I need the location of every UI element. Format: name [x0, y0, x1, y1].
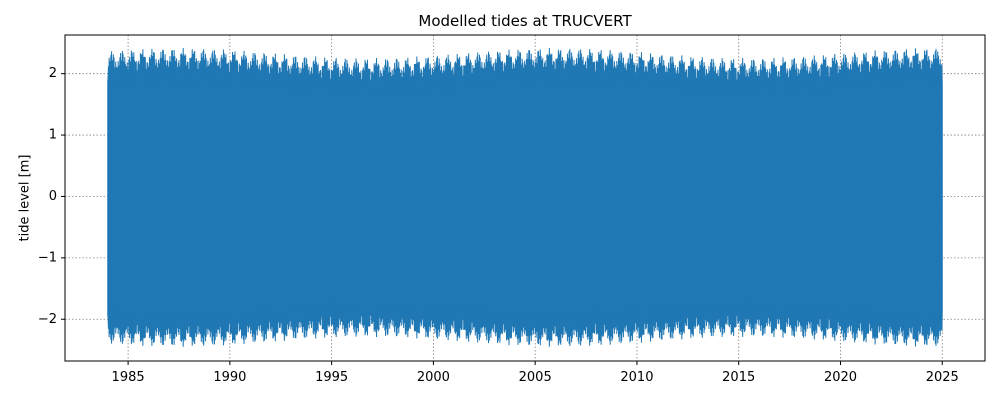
- x-tick-label: 2005: [519, 370, 552, 385]
- x-tick-label: 1990: [213, 370, 246, 385]
- y-tick-label: −1: [38, 250, 57, 265]
- x-tick-label: 1985: [112, 370, 145, 385]
- x-tick-label: 2015: [722, 370, 755, 385]
- y-axis-label: tide level [m]: [18, 155, 33, 242]
- x-tick-label: 2000: [417, 370, 450, 385]
- tide-series: [107, 47, 943, 347]
- y-tick-label: 0: [49, 189, 57, 204]
- x-tick-label: 2010: [620, 370, 653, 385]
- tide-series-line: [107, 47, 943, 347]
- x-tick-label: 2020: [824, 370, 857, 385]
- y-tick-label: −2: [38, 312, 57, 327]
- axis-ticks: 1985 1990 1995 2000 2005 2010 2015 2020 2025 −2 −1…: [38, 66, 959, 385]
- x-tick-label: 2025: [926, 370, 959, 385]
- chart-title: Modelled tides at TRUCVERT: [418, 12, 632, 30]
- y-tick-label: 1: [49, 128, 57, 143]
- x-tick-label: 1995: [315, 370, 348, 385]
- y-tick-label: 2: [49, 66, 57, 81]
- plot-frame: [64, 34, 986, 362]
